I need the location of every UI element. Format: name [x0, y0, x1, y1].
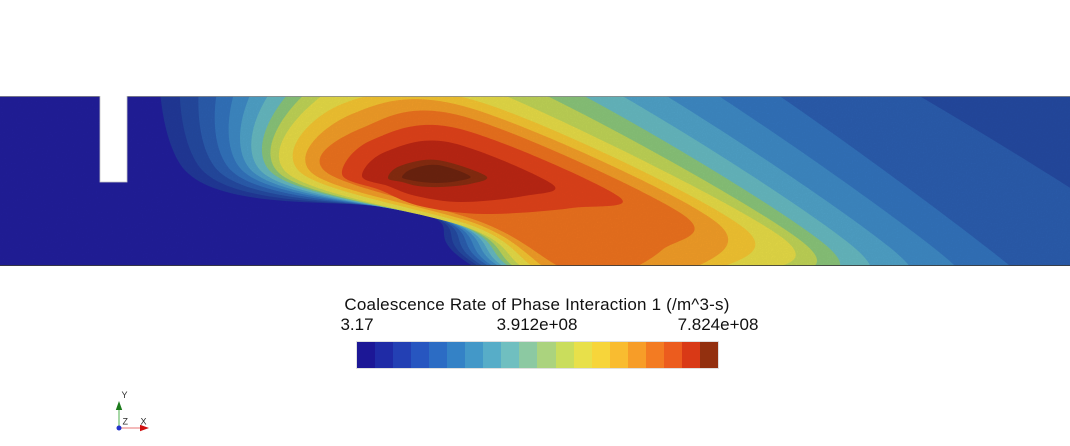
colorbar	[356, 341, 719, 369]
z-axis-label: Z	[123, 417, 129, 427]
contour-plot[interactable]	[0, 96, 1070, 266]
y-axis-arrowhead	[115, 401, 123, 410]
legend-title: Coalescence Rate of Phase Interaction 1 …	[344, 295, 730, 314]
z-axis-dot	[116, 425, 122, 431]
legend-min-value: 3.17	[340, 315, 374, 334]
x-axis-label: X	[141, 417, 147, 427]
legend-mid-value: 3.912e+08	[496, 315, 578, 334]
inlet-slot	[99, 96, 128, 183]
y-axis-label: Y	[122, 390, 128, 400]
axis-triad: Y Z X	[115, 390, 149, 432]
dither-noise-overlay	[0, 96, 1070, 266]
legend-max-value: 7.824e+08	[677, 315, 759, 334]
x-axis-arrowhead	[140, 424, 149, 432]
